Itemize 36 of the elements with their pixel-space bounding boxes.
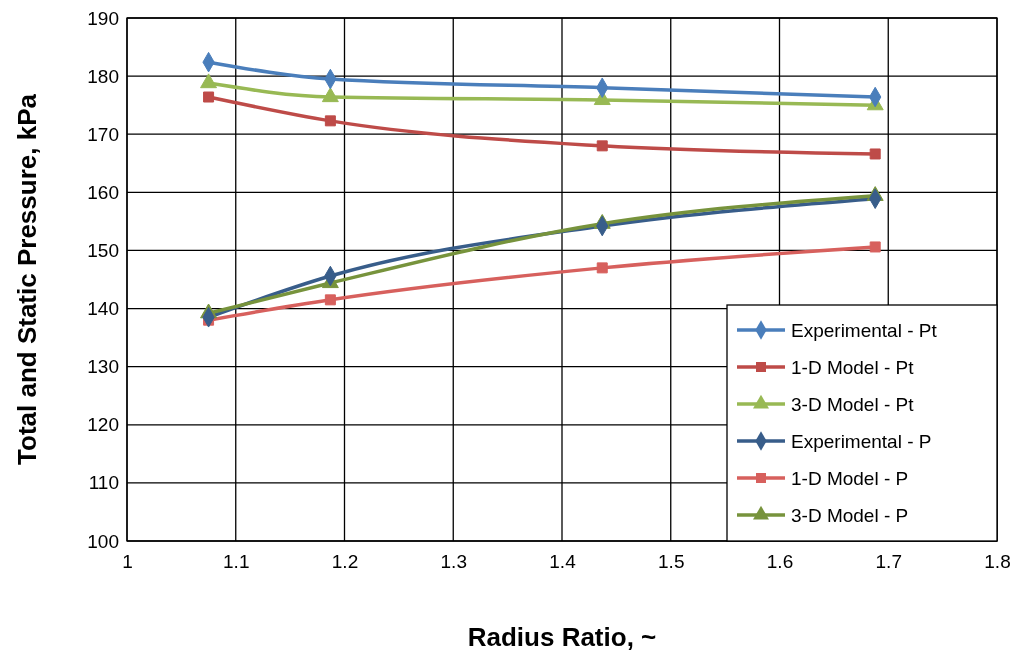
point [200,73,218,89]
x-tick-label: 1.2 [331,551,359,573]
x-tick-label: 1.3 [440,551,467,573]
y-tick-label: 120 [87,414,119,436]
y-tick-label: 190 [87,7,119,29]
x-tick-label: 1.6 [766,551,794,573]
y-axis-title: Total and Static Pressure, kPa [12,93,42,465]
point [869,148,881,160]
y-tick-label: 140 [87,298,119,320]
x-tick-label: 1.1 [223,551,250,573]
point [596,140,608,152]
x-tick-label: 1.5 [658,551,685,573]
legend-label: 1-D Model - Pt [791,357,915,378]
legend-label: 1-D Model - P [791,468,909,489]
x-tick-label: 1.7 [875,551,902,573]
y-tick-label: 180 [87,65,119,87]
legend-label: Experimental - P [791,431,932,452]
legend-label: 3-D Model - P [791,505,909,526]
point [203,91,215,103]
y-tick-label: 110 [88,472,119,494]
point [596,262,608,274]
y-tick-label: 150 [87,240,119,262]
x-tick-label: 1 [122,551,133,573]
point [324,115,336,127]
x-tick-label: 1.4 [549,551,577,573]
y-tick-label: 100 [87,530,119,552]
x-axis-title: Radius Ratio, ~ [467,622,657,652]
legend-label: Experimental - Pt [791,320,938,341]
y-tick-label: 130 [87,356,119,378]
y-tick-label: 160 [87,181,119,203]
y-tick-label: 170 [87,123,119,145]
point [321,87,339,103]
legend-label: 3-D Model - Pt [791,394,915,415]
point [869,241,881,253]
x-tick-label: 1.8 [984,551,1011,573]
point [324,294,336,306]
